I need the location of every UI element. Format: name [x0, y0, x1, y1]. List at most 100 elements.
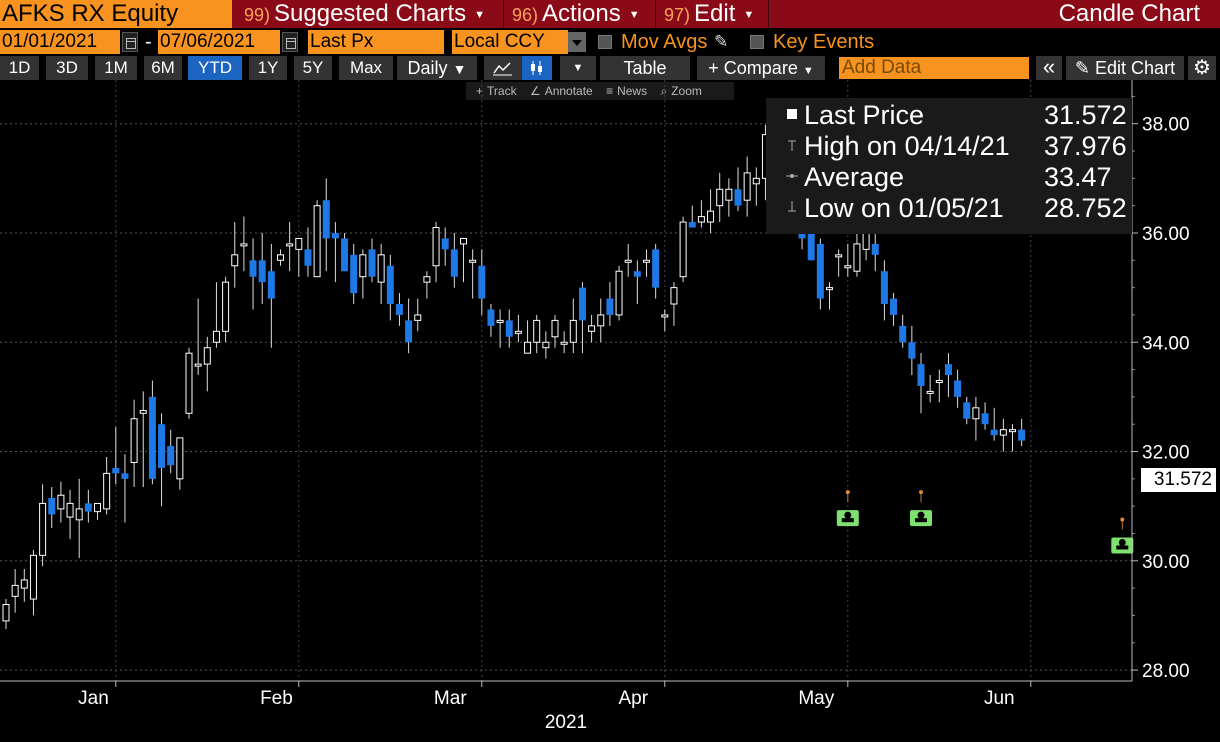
candle [121, 454, 129, 523]
candle-body-up [194, 363, 202, 367]
candle [249, 238, 257, 310]
edit-menu[interactable]: 97) Edit ▼ [664, 0, 754, 28]
candle [368, 238, 376, 283]
gear-icon[interactable]: ⚙ [1188, 56, 1216, 80]
period-1m-button[interactable]: 1M [95, 56, 137, 80]
chart-candles [2, 124, 1026, 630]
candle-body-up [926, 390, 934, 394]
period-ytd-button[interactable]: YTD [188, 56, 242, 80]
candle [935, 369, 943, 403]
candle-body-up [423, 276, 431, 283]
menu-label: Suggested Charts [274, 0, 467, 27]
candle [432, 222, 440, 283]
key-events-label[interactable]: Key Events [773, 31, 875, 53]
period-max-button[interactable]: Max [339, 56, 393, 80]
zoom-tool[interactable]: Zoom [671, 84, 702, 98]
candle [533, 314, 541, 354]
calendar-icon[interactable] [122, 32, 138, 52]
candle [386, 254, 394, 321]
legend-label: Last Price [804, 100, 925, 130]
annotate-tool[interactable]: Annotate [544, 84, 593, 98]
candle-body-down [606, 298, 614, 315]
price-field-select[interactable]: Last Px [308, 30, 444, 54]
candle-body-up [29, 554, 37, 600]
candle [130, 399, 138, 488]
candle-body-up [551, 319, 559, 338]
suggested-charts-menu[interactable]: 99) Suggested Charts ▼ [244, 0, 485, 28]
candle [542, 331, 550, 359]
candle [313, 200, 321, 278]
candle-body-up [560, 341, 568, 345]
edit-chart-label: Edit Chart [1095, 58, 1176, 78]
actions-menu[interactable]: 96) Actions ▼ [512, 0, 640, 28]
candle [29, 549, 37, 616]
candle-body-up [295, 237, 303, 250]
caret-down-icon: ▼ [474, 8, 486, 21]
candle-body-down [405, 320, 413, 343]
candle-body-down [890, 298, 898, 315]
candle-body-down [322, 200, 330, 239]
pencil-icon[interactable]: ✎ [714, 32, 729, 51]
mov-avgs-checkbox[interactable] [598, 35, 612, 49]
table-button[interactable]: Table [600, 56, 690, 80]
candle [1018, 418, 1026, 447]
candle-body-down [441, 238, 449, 250]
compare-button[interactable]: + Compare ▼ [697, 56, 825, 80]
candle [560, 331, 568, 354]
chart-legend: Last Price 31.572 High on 04/14/21 37.97… [766, 98, 1132, 234]
period-5y-button[interactable]: 5Y [294, 56, 332, 80]
candle-body-down [249, 260, 257, 277]
candle-body-up [725, 188, 733, 201]
candle [176, 437, 184, 490]
currency-dropdown-arrow[interactable] [568, 32, 586, 52]
collapse-double-chevron-icon[interactable]: « [1036, 56, 1062, 80]
calendar-icon[interactable] [282, 32, 298, 52]
candle-body-down [121, 473, 129, 479]
candle-body-up [826, 287, 833, 291]
legend-low[interactable]: Low on 01/05/21 28.752 [774, 193, 1127, 223]
mov-avgs-label[interactable]: Mov Avgs [621, 31, 708, 53]
end-date-field[interactable]: 07/06/2021 [158, 30, 280, 54]
ticker-field[interactable]: AFKS RX Equity [0, 0, 232, 28]
candle [94, 502, 101, 520]
menu-label: Edit [694, 0, 736, 27]
candle [2, 599, 10, 630]
event-badge-icon [1118, 538, 1126, 546]
chart-type-dropdown[interactable]: ▼ [560, 56, 596, 80]
candle-body-up [716, 188, 724, 207]
candle [103, 456, 111, 515]
news-tool[interactable]: News [617, 84, 648, 98]
period-1d-button[interactable]: 1D [0, 56, 39, 80]
candle-body-up [240, 243, 248, 247]
candle [880, 260, 888, 321]
candle-chart[interactable]: 28.00 30.00 32.00 34.00 36.00 38.00 Jan Feb Mar A… [0, 80, 1220, 742]
candle-body-down [917, 364, 925, 386]
x-tick-label: Mar [434, 688, 467, 709]
edit-chart-button[interactable]: ✎ Edit Chart [1066, 56, 1184, 80]
candle [972, 396, 980, 441]
caret-down-icon: ▼ [802, 65, 814, 77]
track-tool[interactable]: Track [487, 84, 517, 98]
period-3d-button[interactable]: 3D [46, 56, 88, 80]
legend-high[interactable]: High on 04/14/21 37.976 [774, 131, 1127, 161]
add-data-input[interactable]: Add Data [839, 57, 1029, 79]
period-1y-button[interactable]: 1Y [249, 56, 287, 80]
y-tick-label: 32.00 [1142, 443, 1190, 464]
line-chart-icon[interactable] [484, 56, 522, 80]
key-events-checkbox[interactable] [750, 35, 764, 49]
candle [524, 320, 532, 354]
candle [505, 309, 513, 348]
candle [267, 243, 275, 348]
candle-chart-icon[interactable] [522, 56, 552, 80]
legend-average[interactable]: Average 33.47 [774, 162, 1124, 192]
start-date-field[interactable]: 01/01/2021 [0, 30, 120, 54]
legend-last-price[interactable]: Last Price 31.572 [774, 100, 1127, 130]
candle-body-down [578, 287, 586, 321]
candle-body-up [679, 221, 687, 278]
currency-select[interactable]: Local CCY [452, 30, 568, 54]
candle [331, 222, 339, 283]
frequency-select[interactable]: Daily ▼ [397, 56, 477, 80]
event-dot [845, 490, 850, 495]
candle-body-up [212, 330, 220, 343]
period-6m-button[interactable]: 6M [144, 56, 182, 80]
